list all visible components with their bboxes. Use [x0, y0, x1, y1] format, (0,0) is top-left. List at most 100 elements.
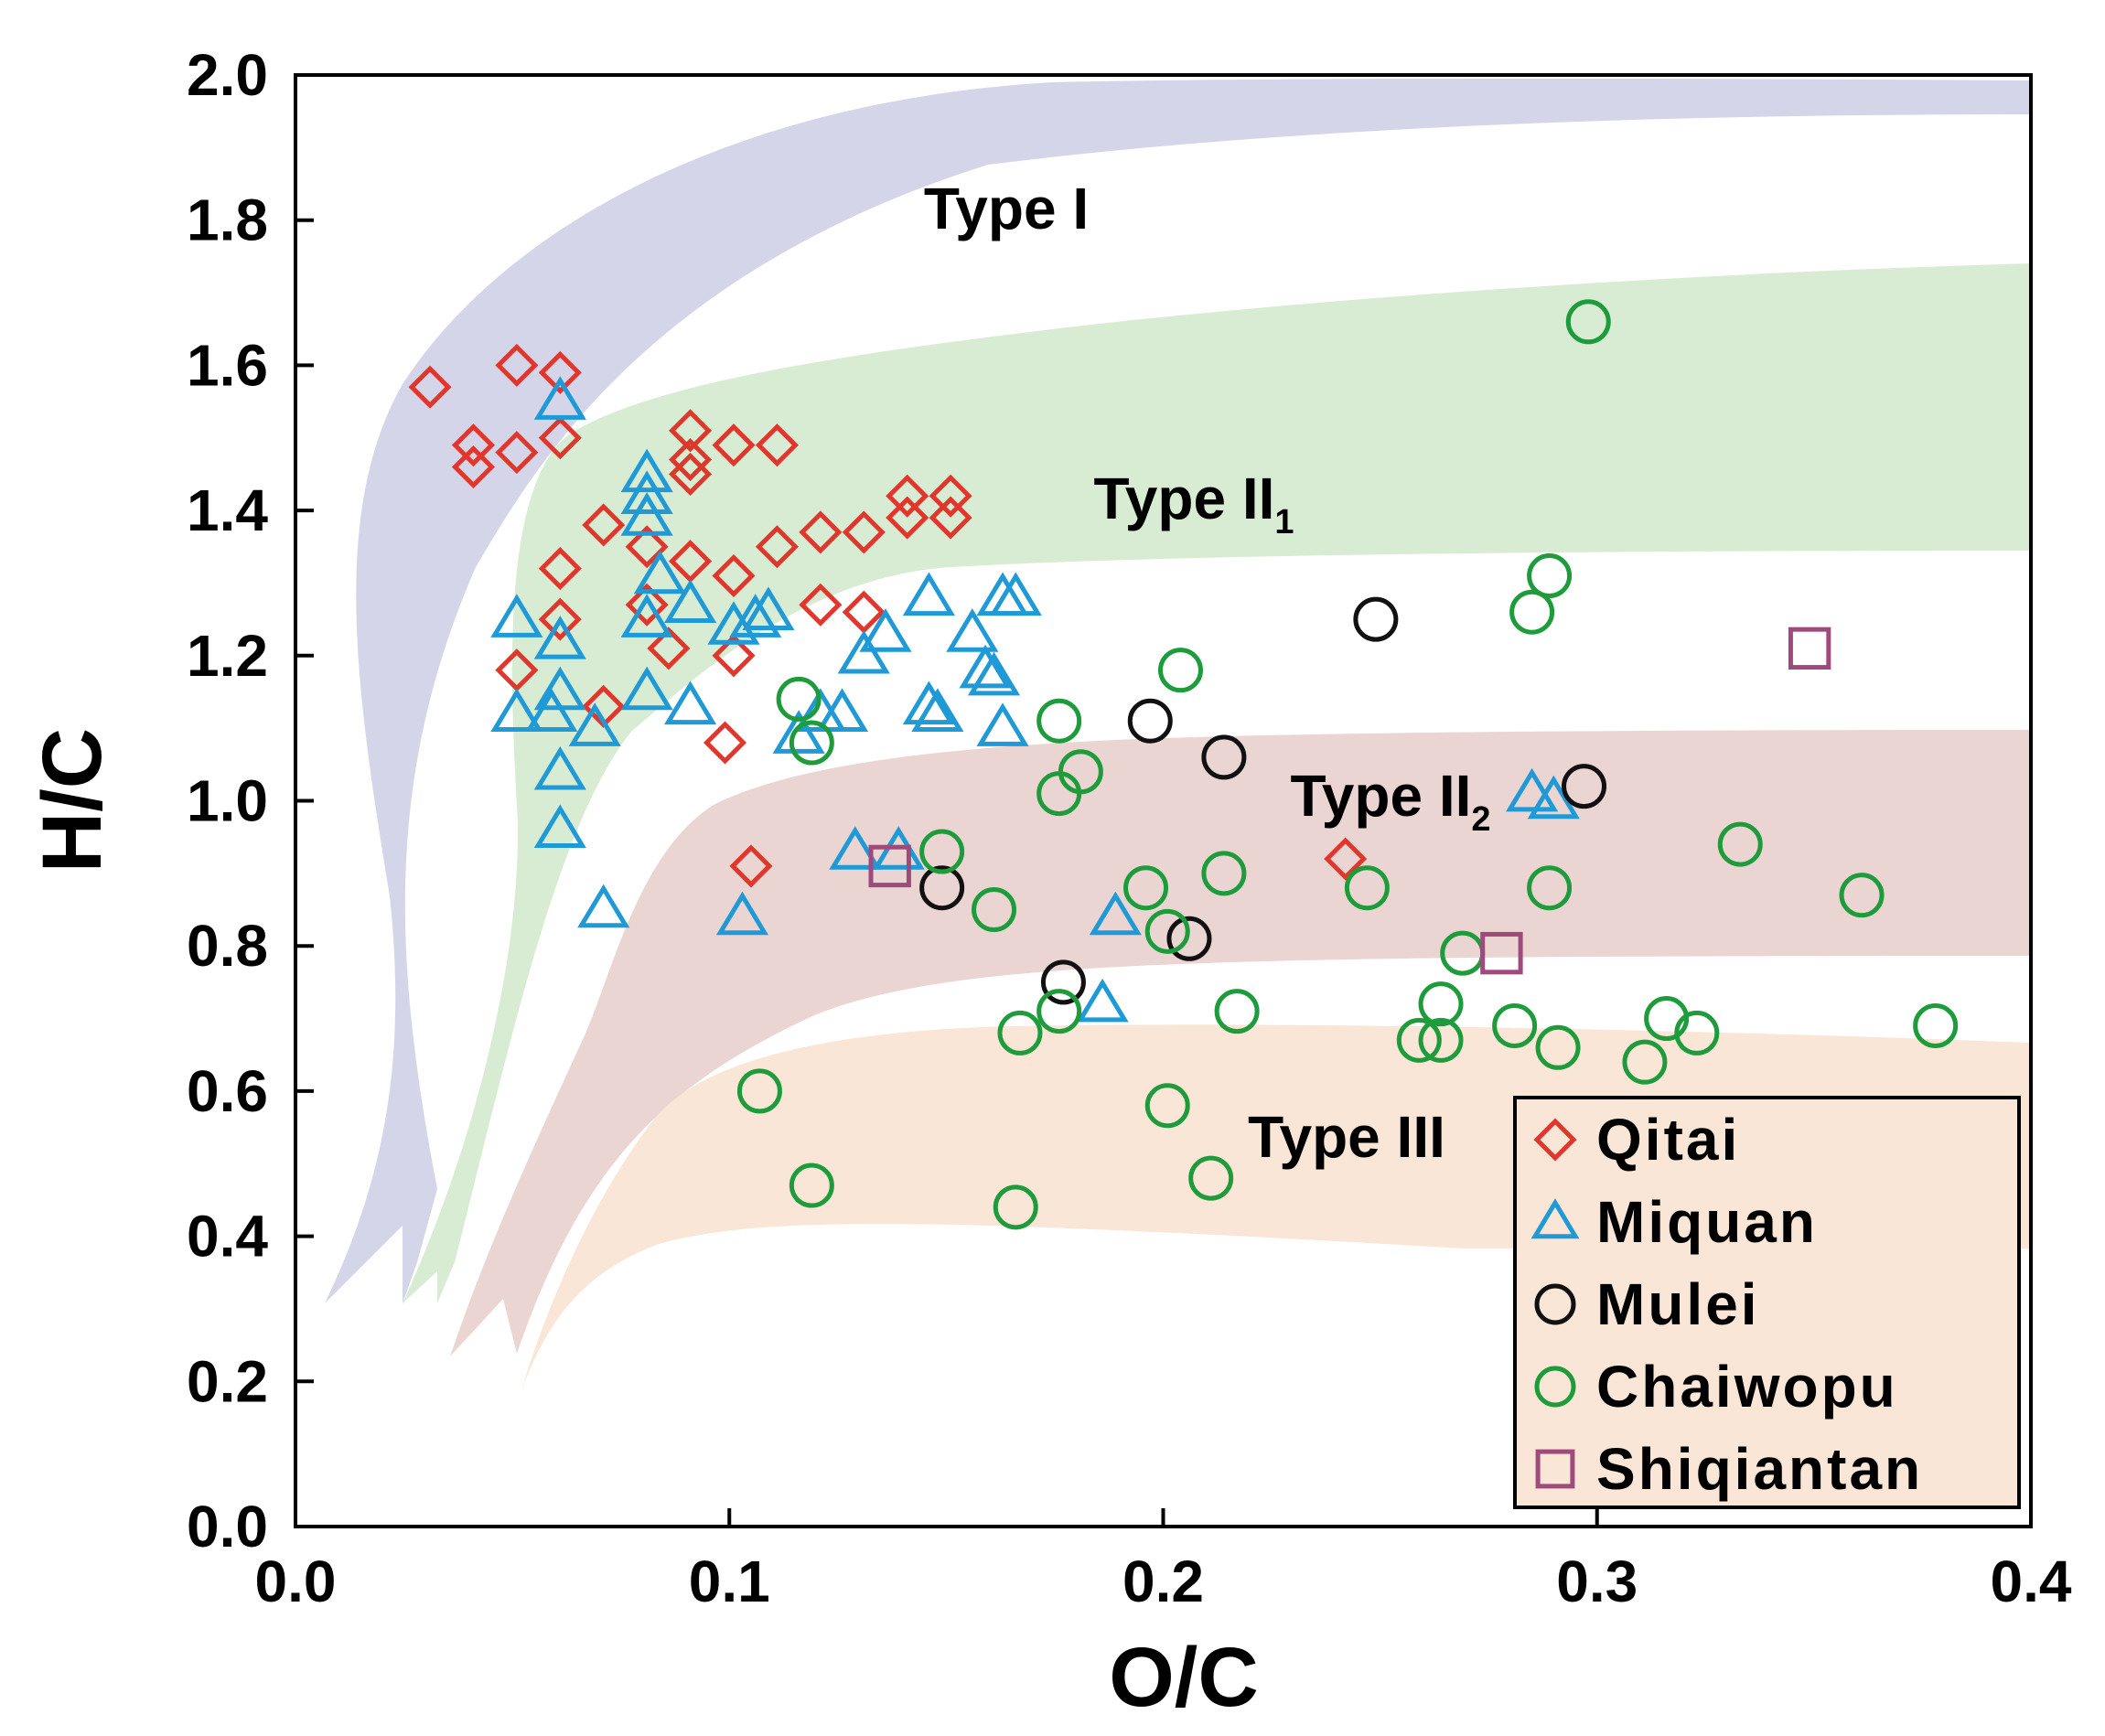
- point-chaiwopu-31: [1144, 1083, 1190, 1129]
- point-qitai-31: [712, 634, 756, 678]
- point-mulei-2: [1201, 734, 1247, 780]
- point-qitai-18: [755, 423, 799, 467]
- point-miquan-2: [620, 470, 673, 514]
- point-miquan-34: [989, 572, 1042, 616]
- point-miquan-41: [1527, 775, 1580, 820]
- point-miquan-27: [902, 572, 955, 616]
- point-miquan-20: [742, 586, 795, 630]
- region-label-type-iii: Type III: [1248, 1104, 1445, 1170]
- point-miquan-0: [533, 376, 586, 420]
- point-qitai-32: [703, 721, 747, 765]
- point-miquan-5: [664, 579, 717, 624]
- point-shiqiantan-2: [868, 844, 911, 888]
- type-ii2-band: [450, 730, 2031, 1356]
- point-qitai-29: [625, 583, 669, 627]
- point-miquan-3: [620, 492, 673, 536]
- legend-label-qitai: Qitai: [1596, 1107, 1740, 1173]
- legend-marker-shiqiantan: [1535, 1449, 1575, 1489]
- y-tick-label-1: 0.2: [187, 1348, 268, 1414]
- point-chaiwopu-35: [993, 1184, 1038, 1230]
- y-tick-label-4: 0.8: [187, 913, 268, 979]
- point-mulei-5: [1166, 916, 1212, 961]
- point-qitai-26: [929, 496, 972, 540]
- point-chaiwopu-6: [1036, 698, 1082, 744]
- point-qitai-0: [408, 365, 452, 409]
- point-miquan-10: [490, 688, 543, 733]
- point-qitai-7: [538, 547, 582, 591]
- point-miquan-39: [1076, 978, 1129, 1023]
- region-labels: Type I Type II1 Type II2 Type III: [924, 176, 1491, 1170]
- point-mulei-0: [1353, 596, 1399, 642]
- point-chaiwopu-26: [1622, 1039, 1668, 1085]
- point-qitai-11: [582, 503, 626, 547]
- legend-marker-chaiwopu: [1534, 1366, 1576, 1408]
- x-tick-label-0: 0.0: [255, 1548, 337, 1614]
- y-tick-label-8: 1.6: [187, 332, 268, 398]
- point-qitai-15: [669, 452, 713, 496]
- point-chaiwopu-29: [1036, 989, 1082, 1034]
- x-tick-label-4: 0.4: [1991, 1548, 2072, 1614]
- legend-marker-miquan: [1530, 1198, 1580, 1239]
- point-chaiwopu-8: [1036, 771, 1082, 817]
- point-qitai-20: [712, 553, 756, 598]
- point-mulei-3: [1562, 764, 1607, 809]
- point-qitai-14: [669, 438, 713, 482]
- point-miquan-36: [829, 826, 882, 870]
- point-qitai-2: [451, 445, 495, 489]
- point-chaiwopu-10: [972, 887, 1017, 933]
- point-chaiwopu-15: [1527, 865, 1573, 911]
- point-miquan-24: [837, 629, 890, 674]
- x-tick-label-3: 0.3: [1556, 1548, 1638, 1614]
- point-chaiwopu-1: [1527, 553, 1573, 599]
- x-axis-title: O/C: [1109, 1631, 1259, 1724]
- point-chaiwopu-24: [1644, 996, 1690, 1042]
- point-miquan-32: [976, 702, 1029, 746]
- y-tick-label-2: 0.4: [187, 1204, 268, 1270]
- point-miquan-40: [1506, 767, 1559, 812]
- point-miquan-19: [729, 594, 782, 638]
- point-miquan-15: [577, 884, 630, 928]
- point-miquan-29: [946, 608, 999, 652]
- point-miquan-8: [533, 616, 586, 659]
- y-tick-label-5: 1.0: [187, 768, 268, 834]
- point-chaiwopu-3: [1157, 648, 1203, 693]
- region-label-type-i: Type I: [924, 176, 1089, 241]
- point-miquan-16: [620, 666, 673, 711]
- point-miquan-31: [967, 651, 1021, 696]
- point-miquan-35: [715, 891, 769, 936]
- point-chaiwopu-13: [1201, 851, 1247, 896]
- point-chaiwopu-32: [1188, 1155, 1234, 1201]
- point-miquan-12: [568, 702, 621, 746]
- point-miquan-25: [859, 608, 912, 652]
- point-qitai-25: [929, 474, 972, 518]
- point-chaiwopu-19: [1418, 981, 1464, 1027]
- point-chaiwopu-12: [1144, 908, 1190, 954]
- point-miquan-7: [490, 594, 543, 638]
- point-qitai-12: [625, 525, 669, 569]
- point-qitai-6: [538, 416, 582, 460]
- point-shiqiantan-1: [1480, 931, 1523, 975]
- legend: Qitai Miquan Mulei Chaiwopu Shiqiantan: [1513, 1096, 2021, 1509]
- legend-label-shiqiantan: Shiqiantan: [1596, 1436, 1923, 1502]
- point-chaiwopu-11: [1123, 865, 1169, 911]
- legend-marker-qitai: [1533, 1118, 1577, 1162]
- point-qitai-24: [886, 496, 929, 540]
- point-miquan-13: [533, 745, 586, 790]
- point-shiqiantan-0: [1788, 627, 1831, 670]
- point-qitai-19: [755, 525, 799, 569]
- point-chaiwopu-14: [1344, 865, 1390, 911]
- point-chaiwopu-17: [1839, 873, 1885, 918]
- point-miquan-1: [620, 448, 673, 493]
- point-mulei-4: [919, 865, 965, 911]
- region-label-type-ii2: Type II2: [1290, 763, 1490, 839]
- point-qitai-4: [495, 431, 539, 475]
- legend-box: [1513, 1096, 2021, 1509]
- y-tick-label-0: 0.0: [187, 1494, 268, 1559]
- point-miquan-14: [533, 804, 586, 848]
- data-markers: [408, 299, 1959, 1230]
- point-qitai-34: [1324, 837, 1368, 881]
- point-chaiwopu-27: [1913, 1002, 1959, 1048]
- legend-marker-mulei: [1534, 1283, 1576, 1325]
- legend-label-miquan: Miquan: [1596, 1189, 1818, 1255]
